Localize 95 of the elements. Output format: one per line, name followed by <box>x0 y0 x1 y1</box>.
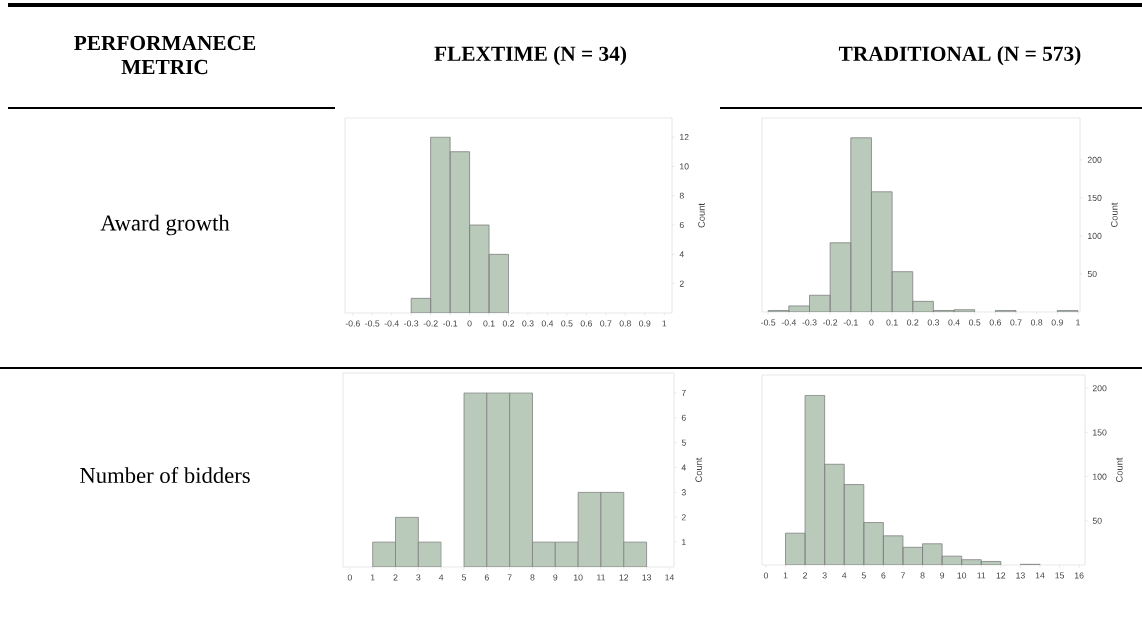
y-axis-title: Count <box>695 457 702 482</box>
x-tick-label: -0.3 <box>802 319 817 326</box>
y-tick-label: 2 <box>679 280 684 287</box>
x-tick-label: 0.7 <box>1010 319 1022 326</box>
y-tick-label: 8 <box>679 192 684 199</box>
x-tick-label: 0.4 <box>948 319 960 326</box>
x-tick-label: 2 <box>803 572 808 579</box>
x-tick-label: 16 <box>1074 572 1084 579</box>
x-tick-label: 5 <box>861 572 866 579</box>
x-tick-label: 8 <box>920 572 925 579</box>
x-tick-label: 14 <box>665 574 674 581</box>
x-tick-label: 9 <box>940 572 945 579</box>
x-tick-label: 4 <box>438 574 444 581</box>
x-tick-label: -0.1 <box>843 319 858 326</box>
y-tick-label: 5 <box>681 439 686 446</box>
x-tick-label: 10 <box>957 572 967 579</box>
x-tick-label: -0.3 <box>404 320 419 327</box>
y-tick-label: 50 <box>1087 270 1097 278</box>
x-tick-label: 9 <box>553 574 558 581</box>
x-tick-label: 10 <box>573 574 583 581</box>
x-tick-label: 0.2 <box>502 320 515 327</box>
y-axis-title: Count <box>1116 457 1123 482</box>
x-tick-label: 13 <box>642 574 652 581</box>
x-tick-label: 0.1 <box>886 319 898 326</box>
x-tick-label: -0.4 <box>384 320 399 327</box>
x-tick-label: 3 <box>822 572 827 579</box>
x-tick-label: 12 <box>619 574 629 581</box>
x-tick-label: 0.4 <box>541 320 554 327</box>
x-tick-label: -0.2 <box>423 320 438 327</box>
y-tick-label: 100 <box>1088 232 1102 239</box>
y-tick-label: 7 <box>681 389 686 396</box>
x-tick-label: 0 <box>763 572 768 579</box>
y-tick-label: 12 <box>680 134 689 141</box>
x-tick-label: 0.9 <box>1051 319 1063 326</box>
x-tick-label: 0.3 <box>927 319 940 326</box>
y-tick-label: 150 <box>1093 429 1107 436</box>
x-tick-label: 0.9 <box>639 320 651 327</box>
y-tick-label: 200 <box>1087 156 1102 163</box>
x-tick-label: 1 <box>662 320 667 327</box>
chart-title: TRADITIONAL (N = 573) <box>838 45 1081 66</box>
x-tick-label: 0.1 <box>483 320 495 327</box>
x-tick-label: 0.3 <box>522 320 534 327</box>
x-tick-label: 3 <box>416 574 421 581</box>
x-tick-label: 0.5 <box>969 319 981 326</box>
x-tick-label: -0.2 <box>823 319 838 326</box>
x-tick-label: 1 <box>783 572 788 579</box>
y-tick-label: 100 <box>1093 473 1107 480</box>
x-tick-label: 8 <box>530 574 535 581</box>
x-tick-label: 11 <box>597 574 606 581</box>
y-tick-label: 6 <box>679 221 684 229</box>
y-axis-title: Count <box>1111 202 1118 227</box>
text: Award growth <box>100 214 230 236</box>
x-tick-label: 12 <box>996 572 1006 579</box>
y-axis-title: Count <box>698 203 705 228</box>
y-tick-label: 10 <box>680 163 689 170</box>
x-tick-label: -0.4 <box>781 319 797 326</box>
x-tick-label: 0 <box>467 320 472 327</box>
x-tick-label: -0.5 <box>761 319 776 326</box>
y-tick-label: 2 <box>681 514 686 521</box>
x-tick-label: -0.1 <box>443 320 458 327</box>
x-tick-label: -0.6 <box>345 320 360 327</box>
x-tick-label: 0.8 <box>619 320 631 327</box>
x-tick-label: 15 <box>1055 572 1065 579</box>
y-tick-label: 150 <box>1088 194 1102 201</box>
x-tick-label: 7 <box>507 574 512 581</box>
x-tick-label: 14 <box>1035 572 1045 579</box>
y-tick-label: 1 <box>682 539 686 546</box>
y-tick-label: 50 <box>1092 517 1102 524</box>
x-tick-label: 1 <box>370 574 375 581</box>
chart-title: FLEXTIME (N = 34) <box>434 45 627 66</box>
x-tick-label: 4 <box>842 572 847 579</box>
x-tick-label: 0.8 <box>1030 319 1043 326</box>
x-tick-label: 0.6 <box>580 320 592 327</box>
text: PERFORMANECE METRIC <box>74 35 256 75</box>
x-tick-label: 0.6 <box>989 319 1001 326</box>
y-tick-label: 3 <box>681 489 686 496</box>
text: Number of bidders <box>80 466 250 484</box>
x-tick-label: 1 <box>1076 319 1080 326</box>
x-tick-label: 7 <box>900 572 905 579</box>
x-tick-label: 0 <box>347 574 352 581</box>
x-tick-label: 0 <box>869 319 874 326</box>
x-tick-label: -0.5 <box>365 320 380 327</box>
x-tick-label: 11 <box>977 572 986 579</box>
y-tick-label: 4 <box>681 464 686 471</box>
x-tick-label: 6 <box>881 572 886 579</box>
x-tick-label: 0.2 <box>907 319 919 326</box>
y-tick-label: 6 <box>681 414 686 421</box>
y-tick-label: 4 <box>679 251 684 258</box>
x-tick-label: 0.7 <box>600 320 612 327</box>
x-tick-label: 5 <box>461 574 467 581</box>
x-tick-label: 0.5 <box>561 320 573 327</box>
y-tick-label: 200 <box>1092 385 1107 392</box>
x-tick-label: 2 <box>393 574 398 581</box>
x-tick-label: 13 <box>1016 572 1025 579</box>
x-tick-label: 6 <box>484 574 489 581</box>
